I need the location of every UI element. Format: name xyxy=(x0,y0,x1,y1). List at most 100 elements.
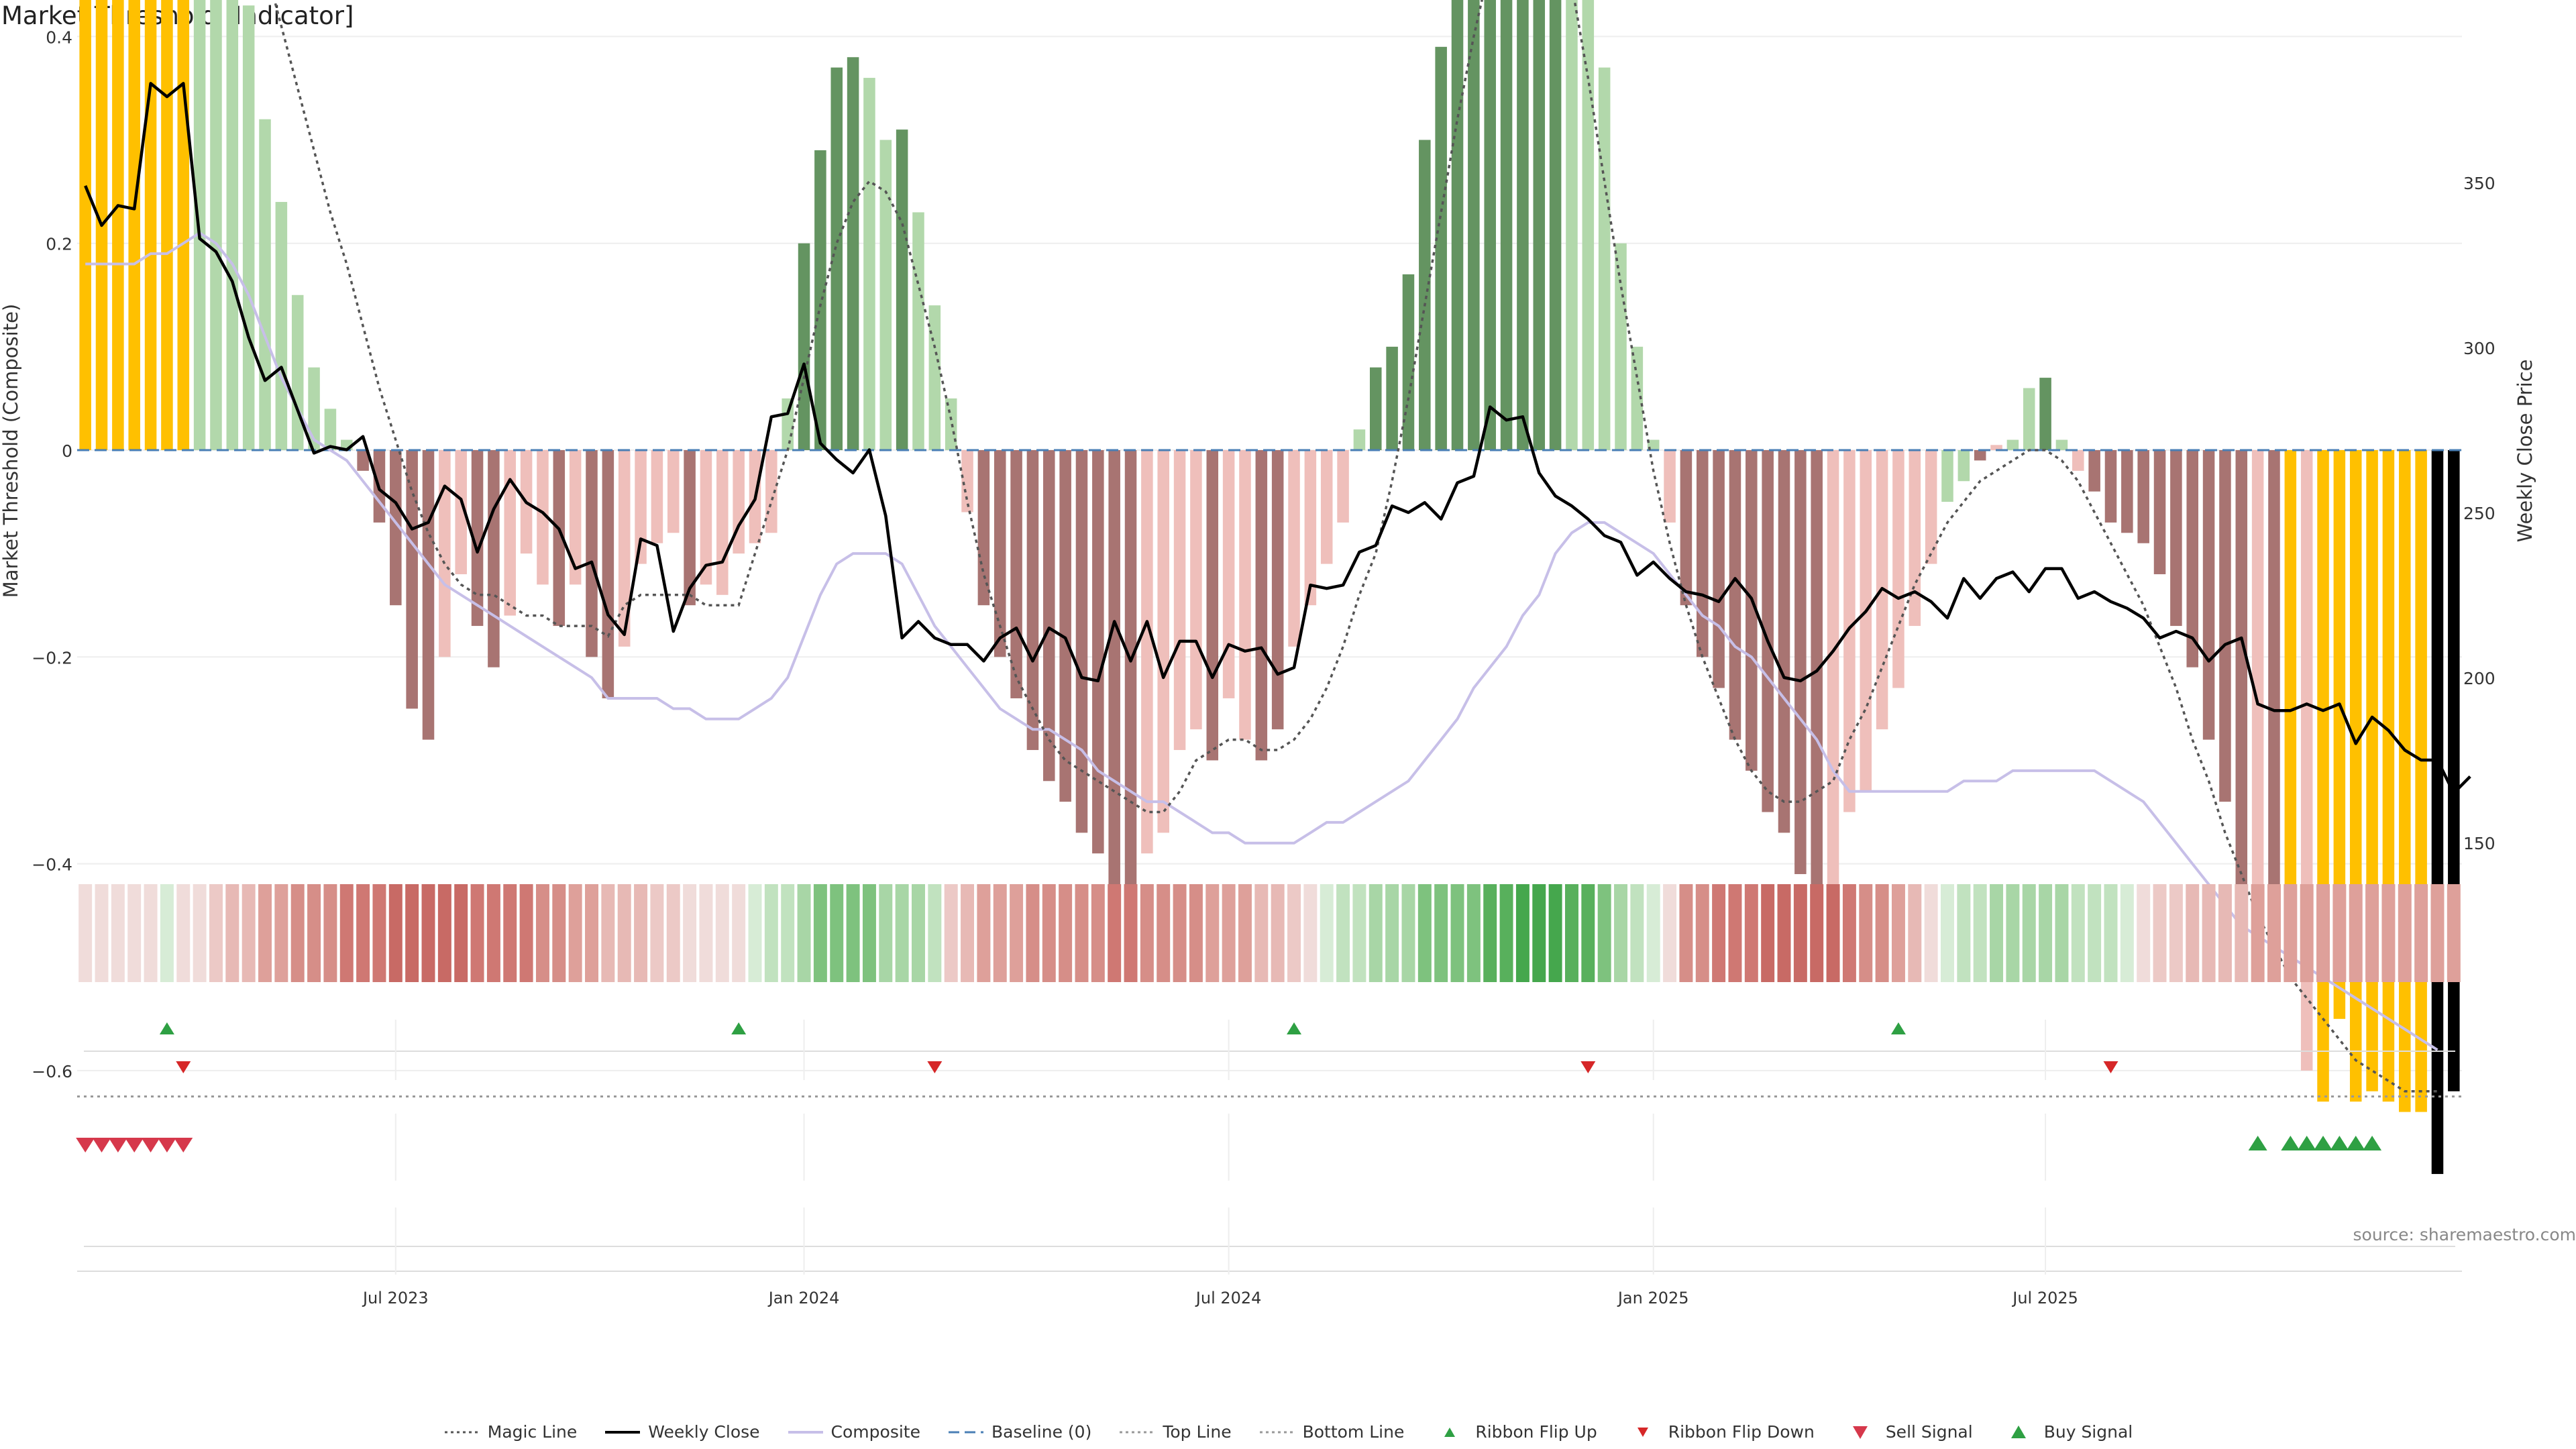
ribbon-cell xyxy=(2235,884,2249,982)
ribbon-cell xyxy=(585,884,598,982)
y2-tick-label: 200 xyxy=(2463,669,2496,688)
composite-bar xyxy=(1026,450,1039,751)
ribbon-cell xyxy=(1466,884,1481,982)
composite-bar xyxy=(324,409,337,450)
composite-bar xyxy=(961,450,973,513)
composite-bar xyxy=(406,450,418,709)
composite-bar xyxy=(1337,450,1349,523)
composite-bar xyxy=(1271,450,1284,730)
y-tick-label: 0.4 xyxy=(46,28,72,47)
ribbon-cell xyxy=(95,884,109,982)
ribbon-cell xyxy=(111,884,125,982)
composite-bar xyxy=(1941,450,1953,502)
composite-bar xyxy=(1811,450,1823,947)
legend-swatch xyxy=(1852,1426,1868,1439)
ribbon-cell xyxy=(1385,884,1399,982)
ribbon-cell xyxy=(1434,884,1448,982)
ribbon-cell xyxy=(421,884,435,982)
composite-bar xyxy=(1320,450,1333,564)
x-axis: Jul 2023 Jan 2024 Jul 2024 Jan 2025 Jul 2025 xyxy=(77,1020,2462,1307)
ribbon-flip-up-marker xyxy=(1287,1022,1302,1034)
weekly-close-line xyxy=(84,82,2471,795)
composite-bar xyxy=(1957,450,1970,482)
composite-bar xyxy=(2268,450,2280,967)
ribbon-cell xyxy=(2267,884,2281,982)
ribbon-cell xyxy=(993,884,1007,982)
composite-bar xyxy=(1484,0,1496,450)
y2-tick-label: 300 xyxy=(2463,339,2496,358)
ribbon-cell xyxy=(1336,884,1350,982)
composite-bar xyxy=(422,450,435,740)
ribbon-flip-down-marker xyxy=(1580,1061,1596,1073)
composite-bar xyxy=(1092,450,1104,854)
composite-bar xyxy=(1239,450,1251,740)
composite-bar xyxy=(1664,450,1676,523)
composite-bar xyxy=(1615,243,1627,450)
ribbon-cell xyxy=(1173,884,1187,982)
ribbon-cell xyxy=(666,884,680,982)
ribbon-cell xyxy=(1157,884,1171,982)
ribbon-cell xyxy=(307,884,321,982)
composite-bar xyxy=(439,450,451,657)
composite-bar xyxy=(2284,450,2297,957)
composite-bar xyxy=(390,450,402,606)
composite-bar xyxy=(2333,450,2346,1019)
legend-swatch xyxy=(1637,1427,1648,1437)
buy-signal-marker xyxy=(2314,1136,2333,1150)
ribbon-strip xyxy=(78,884,2461,982)
ribbon-cell xyxy=(2365,884,2379,982)
ribbon-cell xyxy=(2006,884,2020,982)
composite-bar xyxy=(912,212,924,450)
sell-signal-marker xyxy=(157,1138,176,1152)
ribbon-cell xyxy=(1205,884,1220,982)
composite-bar xyxy=(1124,450,1137,916)
ribbon-cell xyxy=(1108,884,1122,982)
ribbon-cell xyxy=(1091,884,1105,982)
composite-bar xyxy=(896,129,908,450)
legend-swatch xyxy=(1120,1431,1155,1433)
ribbon-cell xyxy=(519,884,533,982)
ribbon-cell xyxy=(797,884,811,982)
ribbon-cell xyxy=(1842,884,1856,982)
composite-bar xyxy=(1729,450,1741,740)
composite-bar xyxy=(782,398,794,450)
ribbon-cell xyxy=(1924,884,1938,982)
composite-bar xyxy=(112,0,124,450)
ribbon-cell xyxy=(1891,884,1905,982)
ribbon-cell xyxy=(1189,884,1203,982)
composite-bar xyxy=(1860,450,1872,792)
composite-bar xyxy=(1533,0,1546,450)
composite-bar xyxy=(586,450,598,657)
composite-bar xyxy=(504,450,517,616)
sell-signal-marker xyxy=(174,1138,193,1152)
composite-bar xyxy=(1222,450,1235,698)
legend: Magic Line Weekly Close Composite Baseline … xyxy=(0,1422,2576,1442)
sell-signal-marker xyxy=(141,1138,160,1152)
ribbon-cell xyxy=(928,884,942,982)
legend-item: Ribbon Flip Down xyxy=(1624,1422,1815,1442)
legend-label: Ribbon Flip Down xyxy=(1668,1422,1815,1442)
y-tick-label: −0.6 xyxy=(32,1062,72,1081)
composite-bar xyxy=(1108,450,1120,885)
composite-bar xyxy=(1304,450,1317,606)
composite-bar xyxy=(1778,450,1790,833)
ribbon-flip-markers xyxy=(159,1022,2118,1073)
ribbon-cell xyxy=(1303,884,1318,982)
ribbon-cell xyxy=(1140,884,1154,982)
y-axis-label: Market Threshold (Composite) xyxy=(0,304,22,598)
ribbon-cell xyxy=(830,884,844,982)
ribbon-flip-down-marker xyxy=(2103,1061,2118,1073)
buy-signal-marker xyxy=(2346,1136,2365,1150)
ribbon-cell xyxy=(1810,884,1824,982)
ribbon-cell xyxy=(846,884,860,982)
ribbon-cell xyxy=(2039,884,2053,982)
composite-bar xyxy=(1206,450,1219,761)
composite-bar xyxy=(569,450,582,585)
ribbon-cell xyxy=(1695,884,1709,982)
composite-bar xyxy=(2055,439,2068,450)
x-tick-label: Jul 2023 xyxy=(362,1289,429,1307)
ribbon-cell xyxy=(650,884,664,982)
ribbon-cell xyxy=(1908,884,1922,982)
legend-swatch xyxy=(2010,1425,2026,1438)
ribbon-cell xyxy=(1548,884,1562,982)
